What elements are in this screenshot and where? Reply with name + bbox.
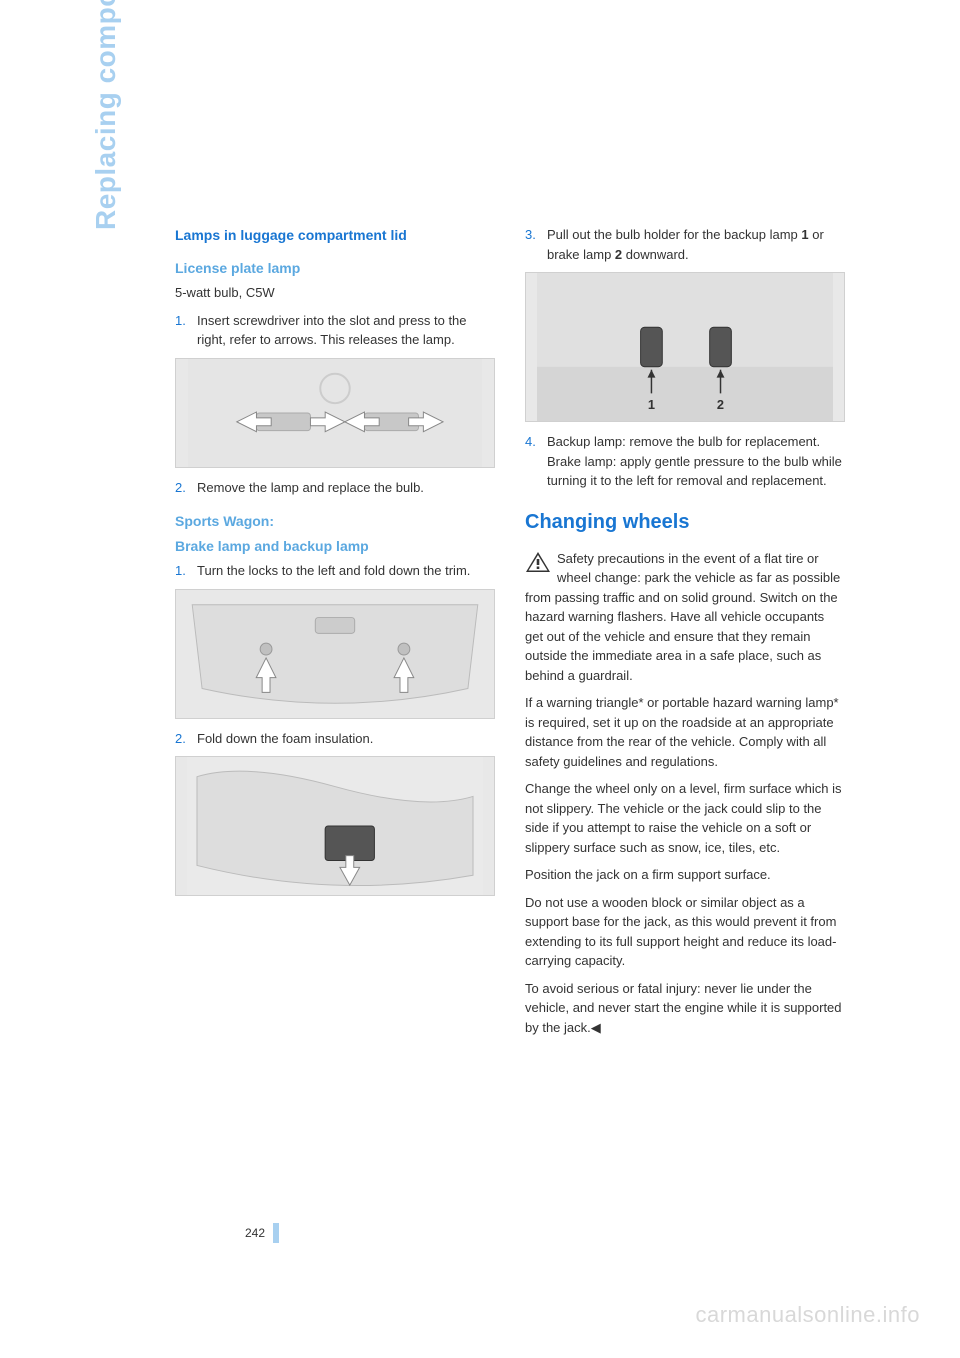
warning-p1: Safety precautions in the event of a fla… bbox=[525, 551, 840, 683]
page-number: 242 bbox=[245, 1226, 265, 1240]
step-text: Remove the lamp and replace the bulb. bbox=[197, 478, 495, 498]
manual-page: Replacing components Lamps in luggage co… bbox=[0, 0, 960, 1358]
heading-license-plate: License plate lamp bbox=[175, 258, 495, 279]
heading-sports-wagon-b: Brake lamp and backup lamp bbox=[175, 536, 495, 557]
figure-trim-locks bbox=[175, 589, 495, 719]
step-text: Pull out the bulb holder for the backup … bbox=[547, 225, 845, 264]
right-column: 3. Pull out the bulb holder for the back… bbox=[525, 225, 845, 1045]
page-marker bbox=[273, 1223, 279, 1243]
bulb-spec: 5-watt bulb, C5W bbox=[175, 283, 495, 303]
heading-lamps-luggage: Lamps in luggage compartment lid bbox=[175, 225, 495, 246]
figure-bulb-holder: 1 2 bbox=[525, 272, 845, 422]
license-step-1: 1. Insert screwdriver into the slot and … bbox=[175, 311, 495, 350]
step-number: 4. bbox=[525, 432, 547, 491]
warning-p5: Do not use a wooden block or similar obj… bbox=[525, 893, 845, 971]
step-text: Fold down the foam insulation. bbox=[197, 729, 495, 749]
fig-label-2: 2 bbox=[717, 397, 724, 412]
page-number-block: 242 bbox=[245, 1223, 279, 1243]
warning-p2: If a warning triangle* or portable hazar… bbox=[525, 693, 845, 771]
heading-changing-wheels: Changing wheels bbox=[525, 507, 845, 537]
left-column: Lamps in luggage compartment lid License… bbox=[175, 225, 495, 1045]
figure-foam-insulation bbox=[175, 756, 495, 896]
warning-icon bbox=[525, 551, 551, 573]
warning-block: Safety precautions in the event of a fla… bbox=[525, 549, 845, 686]
heading-sports-wagon-a: Sports Wagon: bbox=[175, 511, 495, 532]
sw-step-4: 4. Backup lamp: remove the bulb for repl… bbox=[525, 432, 845, 491]
sw-step-1: 1. Turn the locks to the left and fold d… bbox=[175, 561, 495, 581]
step-number: 1. bbox=[175, 561, 197, 581]
warning-p3: Change the wheel only on a level, firm s… bbox=[525, 779, 845, 857]
side-title: Replacing components bbox=[90, 0, 122, 230]
license-step-2: 2. Remove the lamp and replace the bulb. bbox=[175, 478, 495, 498]
step-number: 2. bbox=[175, 478, 197, 498]
sw-step-2: 2. Fold down the foam insulation. bbox=[175, 729, 495, 749]
step-number: 3. bbox=[525, 225, 547, 264]
sw-step-3: 3. Pull out the bulb holder for the back… bbox=[525, 225, 845, 264]
step-text: Backup lamp: remove the bulb for replace… bbox=[547, 432, 845, 491]
warning-p4: Position the jack on a firm support surf… bbox=[525, 865, 845, 885]
step-text: Insert screwdriver into the slot and pre… bbox=[197, 311, 495, 350]
warning-p6: To avoid serious or fatal injury: never … bbox=[525, 979, 845, 1038]
step-number: 1. bbox=[175, 311, 197, 350]
figure-license-lamp bbox=[175, 358, 495, 468]
step-text: Turn the locks to the left and fold down… bbox=[197, 561, 495, 581]
content-columns: Lamps in luggage compartment lid License… bbox=[175, 225, 845, 1045]
fig-label-1: 1 bbox=[648, 397, 655, 412]
watermark: carmanualsonline.info bbox=[695, 1302, 920, 1328]
step-number: 2. bbox=[175, 729, 197, 749]
